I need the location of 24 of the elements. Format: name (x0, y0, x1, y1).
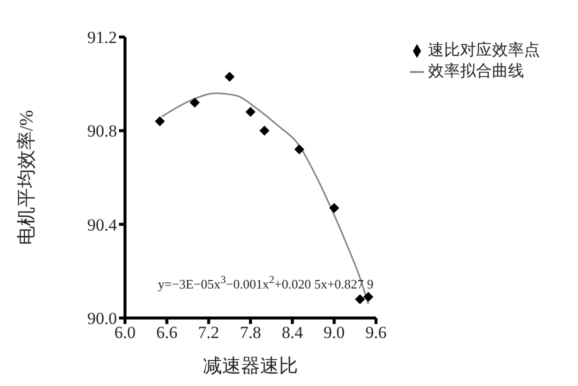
y-tick-label: 91.2 (87, 28, 117, 48)
x-tick-label: 9.6 (365, 323, 387, 342)
point (224, 72, 235, 82)
point (190, 98, 200, 108)
point (154, 116, 165, 126)
y-tick-label: 90.8 (87, 122, 117, 141)
point (246, 106, 256, 117)
point (329, 202, 340, 213)
legend-label: 效率拟合曲线 (428, 63, 524, 80)
point (259, 126, 270, 136)
point (354, 294, 365, 304)
point (363, 292, 374, 302)
y-axis-title: 电机平均效率/% (16, 110, 38, 246)
x-tick-label: 9.0 (324, 323, 345, 342)
y-tick-label: 90.0 (87, 309, 117, 328)
legend-label: 速比对应效率点 (428, 42, 540, 59)
x-tick-label: 7.8 (240, 323, 262, 342)
x-axis-title: 减速器速比 (203, 356, 298, 377)
y-tick-label: 90.4 (87, 215, 118, 234)
point (294, 144, 304, 154)
x-tick-label: 8.4 (282, 323, 304, 342)
x-tick-label: 6.6 (156, 323, 178, 342)
x-tick-label: 6.0 (114, 323, 136, 342)
x-tick-label: 7.2 (198, 323, 220, 342)
